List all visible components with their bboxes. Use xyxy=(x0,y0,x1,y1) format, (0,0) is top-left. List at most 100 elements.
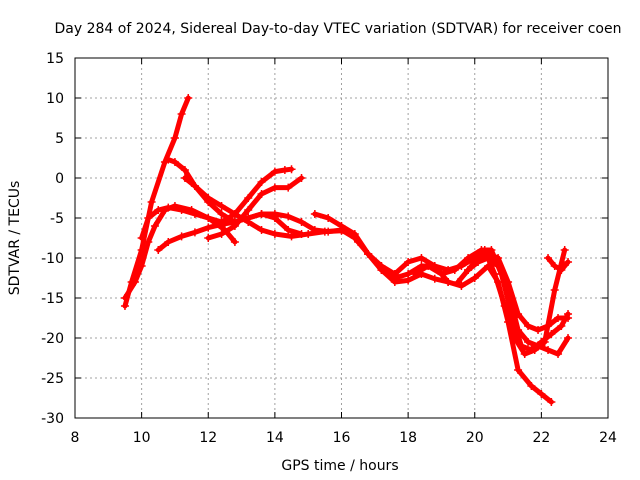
data-point-marker xyxy=(217,210,226,218)
data-point-marker xyxy=(310,226,319,234)
data-point-marker xyxy=(204,198,213,206)
data-point-marker xyxy=(554,350,563,358)
data-point-marker xyxy=(130,278,139,286)
data-point-marker xyxy=(270,167,279,176)
data-point-marker xyxy=(170,134,179,142)
data-point-marker xyxy=(514,310,523,318)
data-point-marker xyxy=(544,322,553,330)
data-point-marker xyxy=(454,278,463,286)
series-line xyxy=(545,255,571,273)
data-point-marker xyxy=(557,322,566,330)
data-point-marker xyxy=(550,286,559,294)
data-point-marker xyxy=(527,382,536,390)
data-point-marker xyxy=(217,202,226,210)
data-point-marker xyxy=(534,342,543,350)
data-point-marker xyxy=(364,250,373,258)
data-point-marker xyxy=(550,262,559,270)
data-point-marker xyxy=(147,198,156,206)
data-point-marker xyxy=(564,334,573,342)
data-point-marker xyxy=(514,326,523,334)
data-point-marker xyxy=(474,254,483,262)
data-point-marker xyxy=(164,238,173,246)
data-point-marker xyxy=(144,214,153,222)
data-point-marker xyxy=(137,262,146,270)
series-satellite-track-7 xyxy=(180,174,453,286)
x-tick-label: 20 xyxy=(466,430,484,446)
data-point-marker xyxy=(297,174,306,182)
data-point-marker xyxy=(377,266,386,274)
y-tick-label: -30 xyxy=(41,411,64,427)
data-point-marker xyxy=(270,210,279,218)
data-point-marker xyxy=(284,212,293,221)
data-point-marker xyxy=(524,322,533,330)
data-point-marker xyxy=(547,330,556,338)
data-point-marker xyxy=(527,346,536,354)
data-point-marker xyxy=(190,210,199,218)
data-point-marker xyxy=(164,203,173,212)
y-tick-label: -10 xyxy=(41,251,64,267)
data-point-marker xyxy=(204,234,213,242)
data-point-marker xyxy=(430,274,439,283)
y-tick-label: 0 xyxy=(55,171,64,187)
y-tick-label: -25 xyxy=(41,371,64,387)
data-point-marker xyxy=(154,246,163,254)
data-point-marker xyxy=(230,210,239,218)
data-point-marker xyxy=(324,214,333,222)
data-point-marker xyxy=(164,155,173,164)
data-series xyxy=(120,94,573,406)
data-point-marker xyxy=(287,232,296,241)
chart-title: Day 284 of 2024, Sidereal Day-to-day VTE… xyxy=(55,21,622,37)
y-tick-label: -15 xyxy=(41,291,64,307)
y-tick-label: 10 xyxy=(46,91,64,107)
x-tick-label: 14 xyxy=(266,430,284,446)
data-point-marker xyxy=(524,338,533,346)
y-tick-label: -5 xyxy=(50,211,64,227)
data-point-marker xyxy=(180,174,189,182)
data-point-marker xyxy=(180,166,189,174)
data-point-marker xyxy=(244,214,253,222)
data-point-marker xyxy=(544,346,553,354)
data-point-marker xyxy=(424,262,433,270)
data-point-marker xyxy=(184,94,193,102)
data-point-marker xyxy=(517,342,526,350)
data-point-marker xyxy=(170,158,179,166)
data-point-marker xyxy=(544,254,553,262)
data-point-marker xyxy=(257,226,266,234)
data-point-marker xyxy=(257,210,266,218)
data-point-marker xyxy=(547,398,556,406)
data-point-marker xyxy=(494,254,503,262)
x-axis-label: GPS time / hours xyxy=(281,458,398,474)
series-line xyxy=(155,211,304,253)
data-point-marker xyxy=(120,294,129,302)
data-point-marker xyxy=(150,222,159,230)
data-point-marker xyxy=(464,254,473,262)
data-point-marker xyxy=(120,302,129,310)
y-tick-label: -20 xyxy=(41,331,64,347)
data-point-marker xyxy=(450,266,459,274)
data-point-marker xyxy=(217,230,226,238)
data-point-marker xyxy=(244,206,253,214)
x-tick-label: 10 xyxy=(133,430,151,446)
data-point-marker xyxy=(464,266,473,274)
x-tick-label: 18 xyxy=(399,430,417,446)
data-point-marker xyxy=(284,183,293,192)
data-point-marker xyxy=(310,210,319,218)
x-tick-label: 24 xyxy=(599,430,617,446)
data-point-marker xyxy=(504,278,513,286)
data-point-marker xyxy=(204,214,213,222)
x-tick-label: 12 xyxy=(199,430,217,446)
data-point-marker xyxy=(137,234,146,242)
series-satellite-track-12 xyxy=(464,250,573,334)
data-point-marker xyxy=(560,246,569,254)
data-point-marker xyxy=(230,238,239,246)
data-point-marker xyxy=(177,232,186,241)
data-point-marker xyxy=(324,227,333,236)
data-point-marker xyxy=(190,228,199,237)
x-tick-label: 8 xyxy=(71,430,80,446)
data-point-marker xyxy=(534,326,543,334)
data-point-marker xyxy=(257,190,266,198)
data-point-marker xyxy=(350,230,359,238)
data-point-marker xyxy=(177,110,186,118)
data-point-marker xyxy=(390,274,399,282)
